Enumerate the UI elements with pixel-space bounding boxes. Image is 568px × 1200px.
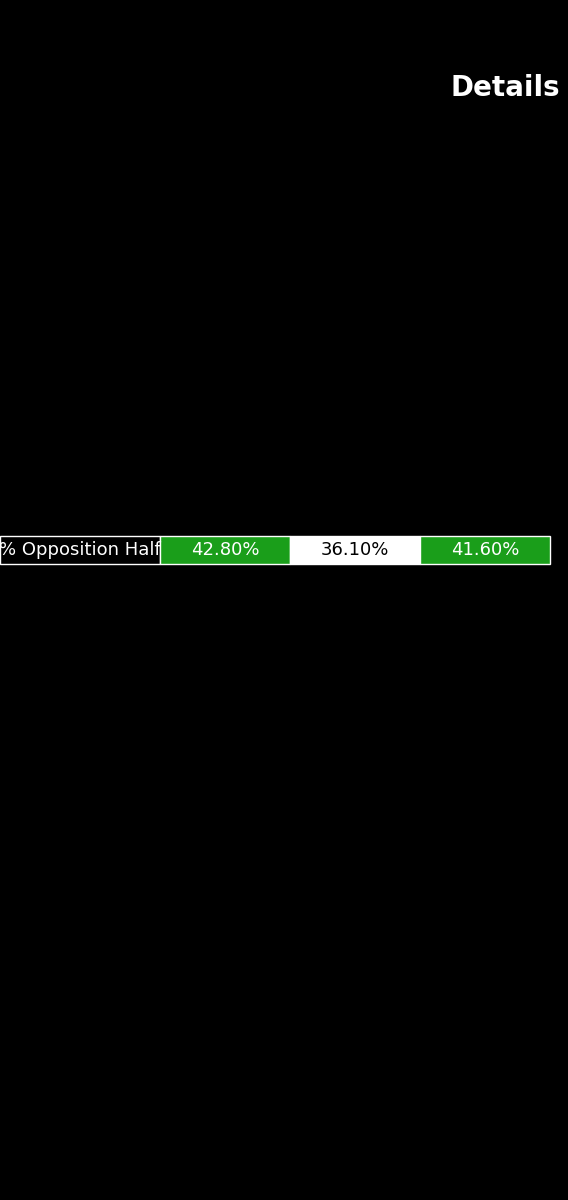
Text: 36.10%: 36.10%: [321, 541, 389, 559]
Text: Details: Details: [450, 74, 560, 102]
Text: % Opposition Half: % Opposition Half: [0, 541, 161, 559]
FancyBboxPatch shape: [420, 536, 550, 564]
Text: 41.60%: 41.60%: [451, 541, 519, 559]
Text: 42.80%: 42.80%: [191, 541, 259, 559]
FancyBboxPatch shape: [160, 536, 290, 564]
FancyBboxPatch shape: [0, 536, 160, 564]
FancyBboxPatch shape: [290, 536, 420, 564]
